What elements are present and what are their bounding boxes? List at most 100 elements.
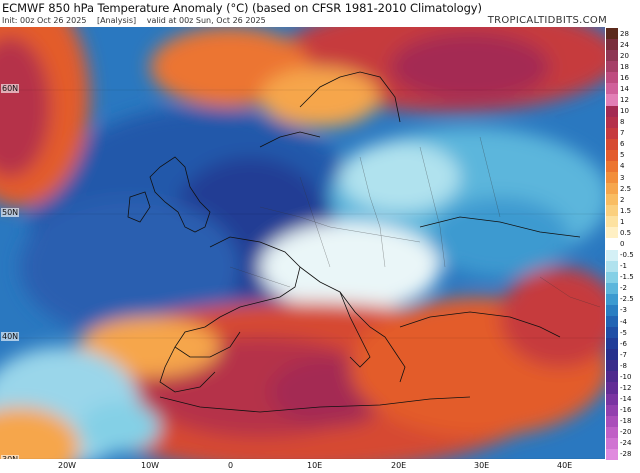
colorbar-label: -1 bbox=[620, 262, 627, 271]
colorbar-label: 18 bbox=[620, 62, 629, 71]
colorbar-swatch bbox=[606, 437, 618, 450]
colorbar-swatch bbox=[606, 227, 618, 239]
lat-label-40n: 40N bbox=[1, 332, 20, 341]
colorbar-swatch bbox=[606, 183, 618, 195]
colorbar-swatch bbox=[606, 327, 618, 339]
colorbar-label: 0.5 bbox=[620, 228, 632, 237]
colorbar-swatch bbox=[606, 338, 618, 350]
colorbar-label: -1.5 bbox=[620, 273, 634, 282]
colorbar-swatch bbox=[606, 194, 618, 206]
colorbar-swatch bbox=[606, 205, 618, 217]
colorbar-swatch bbox=[606, 448, 618, 461]
colorbar-swatch bbox=[606, 83, 618, 95]
colorbar-swatch bbox=[606, 260, 618, 273]
colorbar-label: -20 bbox=[620, 428, 632, 437]
colorbar-label: -4 bbox=[620, 317, 627, 326]
colorbar-swatch bbox=[606, 249, 618, 262]
map-subtitle: Init: 00z Oct 26 2025 [Analysis] valid a… bbox=[2, 16, 274, 25]
colorbar-label: -7 bbox=[620, 350, 627, 359]
colorbar-label: -12 bbox=[620, 384, 632, 392]
init-time: Init: 00z Oct 26 2025 bbox=[2, 16, 87, 25]
lon-label-0: 0 bbox=[228, 461, 234, 470]
graticule bbox=[0, 89, 605, 459]
colorbar-label: -10 bbox=[620, 372, 632, 381]
colorbar-label: 28 bbox=[620, 29, 629, 38]
colorbar-swatch bbox=[606, 304, 618, 317]
colorbar-swatch bbox=[606, 39, 618, 51]
colorbar-label: 0 bbox=[620, 240, 625, 248]
colorbar-label: -14 bbox=[620, 395, 632, 404]
colorbar-swatch bbox=[606, 28, 618, 40]
colorbar-swatch bbox=[606, 149, 618, 162]
colorbar-swatch bbox=[606, 282, 618, 295]
colorbar-swatch bbox=[606, 316, 618, 328]
colorbar-swatch bbox=[606, 94, 618, 107]
analysis-tag: [Analysis] bbox=[96, 16, 137, 25]
lon-label-40e: 40E bbox=[557, 461, 573, 470]
colorbar-label: -8 bbox=[620, 361, 627, 370]
colorbar-label: -16 bbox=[620, 406, 632, 415]
colorbar-label: 14 bbox=[620, 84, 629, 93]
colorbar-label: -2 bbox=[620, 284, 627, 293]
colorbar-swatch bbox=[606, 61, 618, 73]
lat-label-50n: 50N bbox=[1, 208, 20, 217]
colorbar-label: 2.5 bbox=[620, 184, 632, 193]
colorbar-label: 3 bbox=[620, 173, 625, 182]
colorbar-swatch bbox=[606, 216, 618, 228]
colorbar-swatch bbox=[606, 271, 618, 284]
colorbar-label: -2.5 bbox=[620, 295, 634, 304]
anomaly-map[interactable] bbox=[0, 27, 605, 459]
colorbar-swatch bbox=[606, 238, 618, 251]
colorbar-label: 16 bbox=[620, 73, 629, 82]
valid-time: valid at 00z Sun, Oct 26 2025 bbox=[146, 16, 266, 25]
colorbar-swatch bbox=[606, 50, 618, 62]
colorbar-label: 2 bbox=[620, 195, 625, 204]
anomaly-field bbox=[0, 27, 605, 459]
colorbar-label: 24 bbox=[620, 40, 629, 49]
colorbar-swatch bbox=[606, 404, 618, 417]
colorbar-swatch bbox=[606, 172, 618, 184]
colorbar-label: -0.5 bbox=[620, 251, 634, 260]
color-scale-legend: 28 24 20 18 16 14 12 10 8 7 6 5 4 3 2.5 2 1.5 1 0.5 0 -0.5 -1… bbox=[606, 28, 640, 461]
chart-header: ECMWF 850 hPa Temperature Anomaly (°C) (… bbox=[0, 0, 640, 27]
colorbar-swatch bbox=[606, 415, 618, 428]
colorbar-swatch bbox=[606, 293, 618, 306]
colorbar-swatch bbox=[606, 349, 618, 361]
colorbar-swatch bbox=[606, 382, 618, 395]
colorbar-label: -28 bbox=[620, 450, 632, 459]
lon-label-10e: 10E bbox=[307, 461, 323, 470]
brand-watermark: TROPICALTIDBITS.COM bbox=[487, 15, 607, 26]
colorbar-swatch bbox=[606, 393, 618, 406]
colorbar-label: 20 bbox=[620, 51, 629, 60]
colorbar-label: -3 bbox=[620, 306, 627, 315]
colorbar-label: 7 bbox=[620, 129, 625, 138]
colorbar-label: 1.5 bbox=[620, 206, 632, 215]
colorbar-label: -6 bbox=[620, 339, 627, 348]
colorbar-label: -18 bbox=[620, 417, 632, 426]
colorbar-swatch bbox=[606, 360, 618, 372]
lon-label-30e: 30E bbox=[474, 461, 490, 470]
colorbar-label: 4 bbox=[620, 162, 625, 171]
map-title: ECMWF 850 hPa Temperature Anomaly (°C) (… bbox=[2, 1, 482, 15]
coastlines bbox=[127, 71, 581, 413]
colorbar-swatch bbox=[606, 116, 618, 129]
colorbar-label: -24 bbox=[620, 439, 632, 448]
colorbar-label: 8 bbox=[620, 118, 625, 127]
longitude-axis: 20W 10W 0 10E 20E 30E 40E bbox=[0, 459, 605, 473]
colorbar-label: 6 bbox=[620, 140, 625, 149]
colorbar-swatch bbox=[606, 127, 618, 140]
country-borders bbox=[229, 136, 601, 308]
lon-label-20w: 20W bbox=[58, 461, 77, 470]
colorbar-swatch bbox=[606, 371, 618, 383]
lon-label-20e: 20E bbox=[391, 461, 407, 470]
colorbar-swatch bbox=[606, 138, 618, 151]
lat-label-60n: 60N bbox=[1, 84, 20, 93]
colorbar-label: 1 bbox=[620, 217, 625, 226]
colorbar-label: -5 bbox=[620, 328, 627, 337]
colorbar-label: 5 bbox=[620, 151, 625, 160]
colorbar-swatch bbox=[606, 72, 618, 84]
colorbar-label: 12 bbox=[620, 96, 629, 104]
lon-label-10w: 10W bbox=[141, 461, 160, 470]
colorbar-swatch bbox=[606, 160, 618, 173]
colorbar-swatch bbox=[606, 105, 618, 118]
